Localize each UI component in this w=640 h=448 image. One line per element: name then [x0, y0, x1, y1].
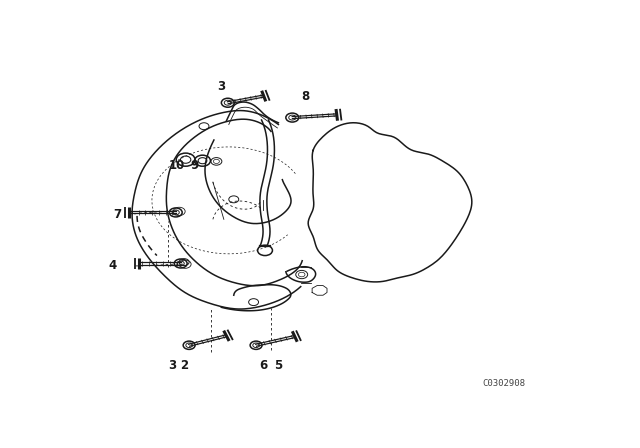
Text: 2: 2: [180, 359, 188, 372]
Text: C0302908: C0302908: [483, 379, 525, 388]
Text: 9: 9: [190, 159, 198, 172]
Text: 7: 7: [113, 208, 121, 221]
Text: 3: 3: [168, 359, 176, 372]
Text: 3: 3: [218, 80, 225, 93]
Text: 6: 6: [259, 359, 268, 372]
Text: 10: 10: [168, 159, 185, 172]
Text: 8: 8: [301, 90, 310, 103]
Text: 5: 5: [275, 359, 282, 372]
Text: 4: 4: [108, 259, 116, 272]
